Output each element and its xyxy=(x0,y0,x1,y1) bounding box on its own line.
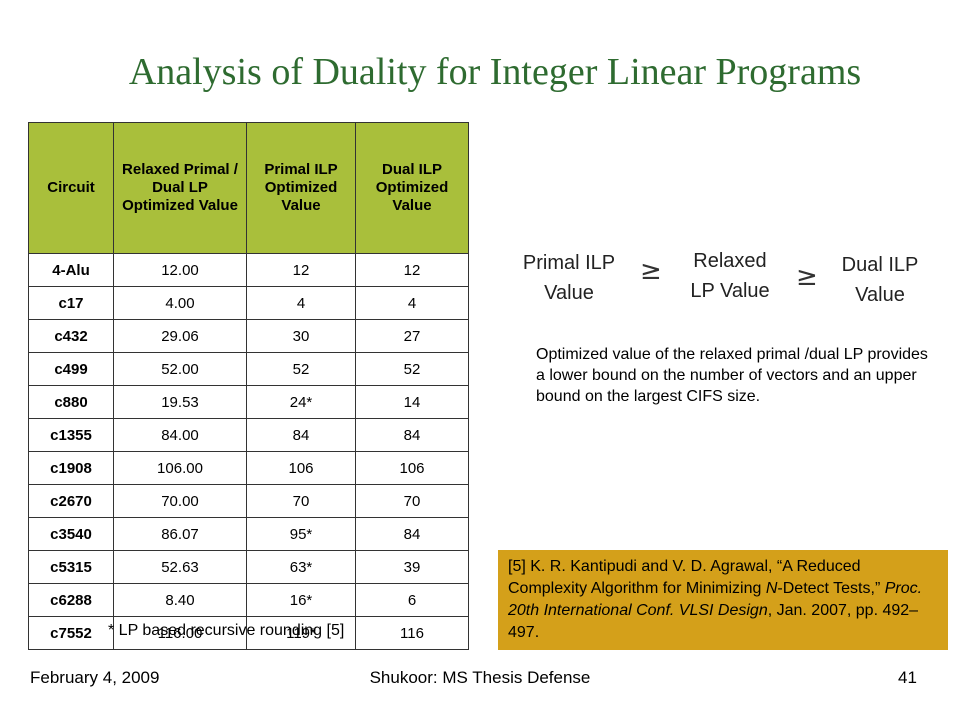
cell-primal-ilp: 30 xyxy=(246,319,356,353)
ref-text-1: [5] K. R. Kantipudi and V. D. Agrawal, “… xyxy=(508,558,861,597)
cell-dual-ilp: 6 xyxy=(355,583,469,617)
cell-relaxed-lp: 4.00 xyxy=(113,286,247,320)
cell-relaxed-lp: 19.53 xyxy=(113,385,247,419)
ref-text-5: , Jan. 2007, pp. 492–497. xyxy=(508,602,919,641)
table-footnote: * LP based recursive rounding [5] xyxy=(108,622,345,639)
cell-circuit: 4-Alu xyxy=(28,253,114,287)
dual-label-line2: Value xyxy=(855,284,905,306)
cell-dual-ilp: 52 xyxy=(355,352,469,386)
header-relaxed-lp: Relaxed Primal / Dual LP Optimized Value xyxy=(113,122,247,254)
cell-circuit: c3540 xyxy=(28,517,114,551)
cell-circuit: c17 xyxy=(28,286,114,320)
cell-relaxed-lp: 52.63 xyxy=(113,550,247,584)
table-row: c7552 116.00 119* 116 xyxy=(28,616,469,650)
table-row: c17 4.00 4 4 xyxy=(28,286,469,320)
dual-label-line1: Dual ILP xyxy=(841,254,919,276)
cell-relaxed-lp: 12.00 xyxy=(113,253,247,287)
cell-dual-ilp: 12 xyxy=(355,253,469,287)
ref-text-4: Proc. 20th International Conf. VLSI Desi… xyxy=(508,580,923,619)
cell-primal-ilp: 16* xyxy=(246,583,356,617)
cell-dual-ilp: 70 xyxy=(355,484,469,518)
cell-circuit: c1908 xyxy=(28,451,114,485)
cell-circuit: c432 xyxy=(28,319,114,353)
relaxed-lp-label: Relaxed LP Value xyxy=(670,246,790,306)
footer-page-number: 41 xyxy=(898,668,917,687)
table-header-row: Circuit Relaxed Primal / Dual LP Optimiz… xyxy=(28,122,469,254)
table-body: 4-Alu 12.00 12 12 c17 4.00 4 4 c432 29.06 30 27 c499… xyxy=(28,253,469,650)
cell-primal-ilp: 70 xyxy=(246,484,356,518)
footer-date: February 4, 2009 xyxy=(30,668,160,687)
header-dual-ilp: Dual ILP Optimized Value xyxy=(355,122,469,254)
cell-dual-ilp: 27 xyxy=(355,319,469,353)
cell-relaxed-lp: 52.00 xyxy=(113,352,247,386)
cell-relaxed-lp: 70.00 xyxy=(113,484,247,518)
cell-relaxed-lp: 106.00 xyxy=(113,451,247,485)
cell-primal-ilp: 12 xyxy=(246,253,356,287)
table-row: c3540 86.07 95* 84 xyxy=(28,517,469,551)
cell-circuit: c5315 xyxy=(28,550,114,584)
header-circuit: Circuit xyxy=(28,122,114,254)
table-row: c6288 8.40 16* 6 xyxy=(28,583,469,617)
primal-label-line2: Value xyxy=(544,282,594,304)
cell-dual-ilp: 106 xyxy=(355,451,469,485)
cell-dual-ilp: 84 xyxy=(355,418,469,452)
table-row: c2670 70.00 70 70 xyxy=(28,484,469,518)
geq-symbol-1: ≥ xyxy=(640,256,662,286)
cell-dual-ilp: 4 xyxy=(355,286,469,320)
bound-description: Optimized value of the relaxed primal /d… xyxy=(536,346,928,405)
cell-primal-ilp: 84 xyxy=(246,418,356,452)
table-row: c1908 106.00 106 106 xyxy=(28,451,469,485)
cell-primal-ilp: 4 xyxy=(246,286,356,320)
dual-ilp-label: Dual ILP Value xyxy=(820,250,940,310)
cell-primal-ilp: 63* xyxy=(246,550,356,584)
slide-title: Analysis of Duality for Integer Linear P… xyxy=(128,51,862,93)
cell-circuit: c2670 xyxy=(28,484,114,518)
cell-circuit: c6288 xyxy=(28,583,114,617)
cell-circuit: c499 xyxy=(28,352,114,386)
cell-circuit: c1355 xyxy=(28,418,114,452)
geq-symbol-2: ≥ xyxy=(796,262,818,292)
cell-circuit: c7552 xyxy=(28,616,114,650)
cell-relaxed-lp: 116.00 xyxy=(113,616,247,650)
ref-text-3: -Detect Tests,” xyxy=(777,580,885,597)
reference-box: [5] K. R. Kantipudi and V. D. Agrawal, “… xyxy=(498,550,948,650)
cell-primal-ilp: 95* xyxy=(246,517,356,551)
relaxed-label-line1: Relaxed xyxy=(693,250,767,272)
cell-relaxed-lp: 8.40 xyxy=(113,583,247,617)
table-row: c432 29.06 30 27 xyxy=(28,319,469,353)
cell-primal-ilp: 106 xyxy=(246,451,356,485)
footer-title: Shukoor: MS Thesis Defense xyxy=(369,668,591,687)
cell-relaxed-lp: 29.06 xyxy=(113,319,247,353)
table-row: c880 19.53 24* 14 xyxy=(28,385,469,419)
cell-dual-ilp: 14 xyxy=(355,385,469,419)
cell-dual-ilp: 39 xyxy=(355,550,469,584)
ref-text-2: N xyxy=(765,580,778,597)
cell-dual-ilp: 116 xyxy=(355,616,469,650)
primal-label-line1: Primal ILP xyxy=(522,252,616,274)
cell-relaxed-lp: 86.07 xyxy=(113,517,247,551)
cell-primal-ilp: 24* xyxy=(246,385,356,419)
primal-ilp-label: Primal ILP Value xyxy=(506,248,632,308)
table-row: c5315 52.63 63* 39 xyxy=(28,550,469,584)
cell-circuit: c880 xyxy=(28,385,114,419)
table-row: c499 52.00 52 52 xyxy=(28,352,469,386)
table-row: 4-Alu 12.00 12 12 xyxy=(28,253,469,287)
cell-dual-ilp: 84 xyxy=(355,517,469,551)
results-table: Circuit Relaxed Primal / Dual LP Optimiz… xyxy=(28,122,469,650)
cell-primal-ilp: 52 xyxy=(246,352,356,386)
relaxed-label-line2: LP Value xyxy=(690,280,770,302)
table-row: c1355 84.00 84 84 xyxy=(28,418,469,452)
header-primal-ilp: Primal ILP Optimized Value xyxy=(246,122,356,254)
cell-relaxed-lp: 84.00 xyxy=(113,418,247,452)
